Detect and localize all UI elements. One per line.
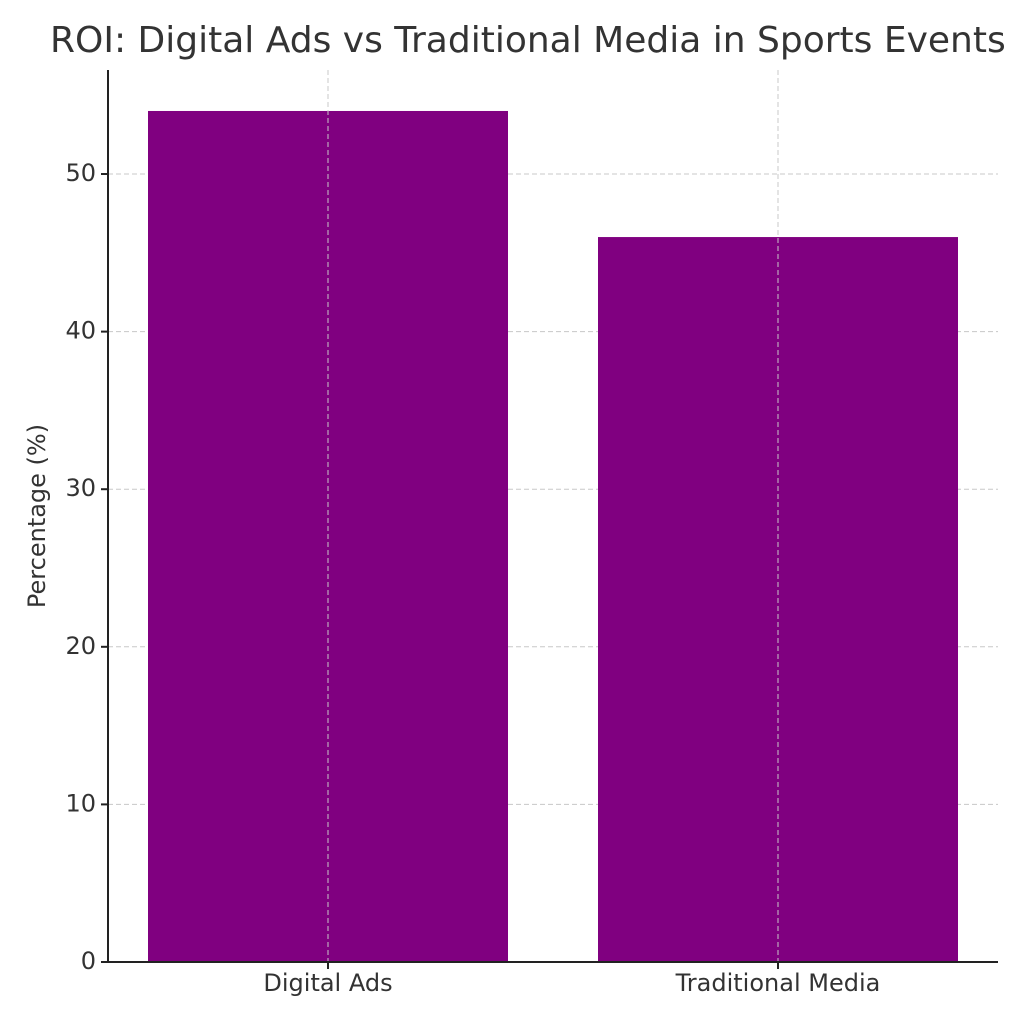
y-tick-label: 40 [65,317,96,345]
y-axis-label: Percentage (%) [23,424,51,608]
chart-title: ROI: Digital Ads vs Traditional Media in… [50,20,1006,61]
y-tick-label: 0 [81,947,96,975]
y-tick-label: 20 [65,632,96,660]
x-tick-label: Digital Ads [263,969,392,997]
y-tick-label: 50 [65,159,96,187]
x-tick-label: Traditional Media [675,969,881,997]
y-tick-label: 10 [65,789,96,817]
y-tick-label: 30 [65,474,96,502]
